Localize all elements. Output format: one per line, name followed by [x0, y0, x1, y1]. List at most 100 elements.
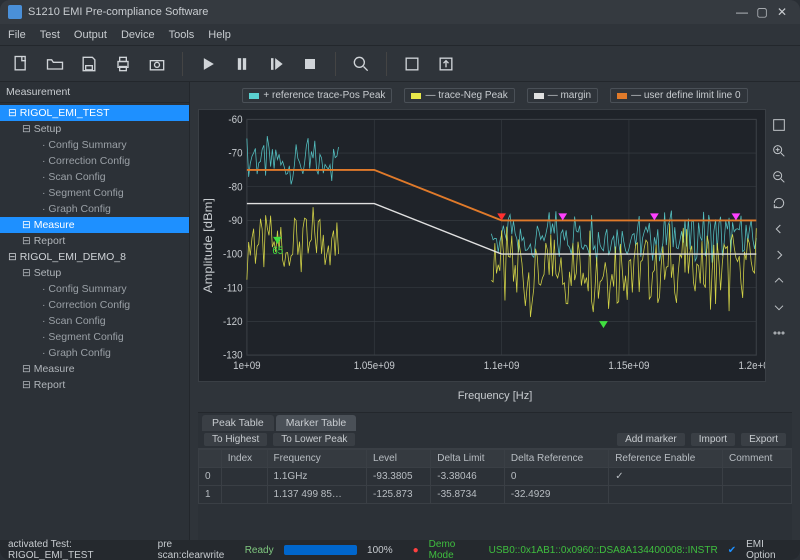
chart-legend: + reference trace-Pos Peak — trace-Neg Pe…: [198, 88, 792, 103]
tree-node[interactable]: · Segment Config: [0, 185, 189, 201]
status-prescan: pre scan:clearwrite: [158, 539, 235, 560]
body: Measurement ⊟ RIGOL_EMI_TEST⊟ Setup· Con…: [0, 82, 800, 540]
tree-node[interactable]: ⊟ Measure: [0, 361, 189, 377]
tree-node[interactable]: · Correction Config: [0, 153, 189, 169]
add-marker-button[interactable]: Add marker: [617, 433, 685, 446]
app-title: S1210 EMI Pre-compliance Software: [28, 6, 208, 18]
tree-node[interactable]: ⊟ Setup: [0, 121, 189, 137]
chart-side-tools: [766, 109, 792, 382]
tree-node[interactable]: ⊟ Measure: [0, 217, 189, 233]
menu-tools[interactable]: Tools: [169, 29, 195, 41]
to-lower-peak-button[interactable]: To Lower Peak: [273, 433, 355, 446]
status-connection: USB0::0x1AB1::0x0960::DSA8A134400008::IN…: [489, 545, 718, 556]
x-axis-label: Frequency [Hz]: [198, 388, 792, 406]
tree-node[interactable]: · Scan Config: [0, 169, 189, 185]
menu-device[interactable]: Device: [121, 29, 155, 41]
minimize-button[interactable]: ―: [732, 5, 752, 19]
svg-text:1.15e+09: 1.15e+09: [608, 361, 649, 372]
svg-text:-60: -60: [228, 115, 242, 126]
stop-icon[interactable]: [297, 51, 323, 77]
export-icon[interactable]: [433, 51, 459, 77]
import-button[interactable]: Import: [691, 433, 735, 446]
status-check-icon: ✔: [728, 545, 736, 556]
svg-text:1e+09: 1e+09: [233, 361, 261, 372]
print-icon[interactable]: [110, 51, 136, 77]
pause-icon[interactable]: [229, 51, 255, 77]
tab-peak-table[interactable]: Peak Table: [202, 415, 274, 431]
tree-node[interactable]: ⊟ Report: [0, 377, 189, 393]
save-icon[interactable]: [76, 51, 102, 77]
table-row[interactable]: 01.1GHz-93.3805-3.380460✓: [199, 468, 792, 486]
bottom-panel: Peak Table Marker Table To Highest To Lo…: [198, 412, 792, 540]
tree-node[interactable]: ⊟ RIGOL_EMI_TEST: [0, 105, 189, 121]
chart-area[interactable]: -130-120-110-100-90-80-70-601e+091.05e+0…: [198, 109, 766, 382]
svg-text:-70: -70: [228, 148, 242, 159]
svg-text:Amplitude [dBm]: Amplitude [dBm]: [202, 198, 215, 293]
arrow-left-icon[interactable]: [769, 219, 789, 239]
search-icon[interactable]: [348, 51, 374, 77]
svg-text:-120: -120: [223, 317, 243, 328]
table-row[interactable]: 11.137 499 85…-125.873-35.8734-32.4929: [199, 486, 792, 504]
titlebar: S1210 EMI Pre-compliance Software ― ▢ ✕: [0, 0, 800, 24]
tree-node[interactable]: ⊟ Report: [0, 233, 189, 249]
menu-file[interactable]: File: [8, 29, 26, 41]
open-icon[interactable]: [42, 51, 68, 77]
chart-svg: -130-120-110-100-90-80-70-601e+091.05e+0…: [199, 110, 765, 381]
status-progress-pct: 100%: [367, 545, 393, 556]
more-icon[interactable]: [769, 323, 789, 343]
refresh-icon[interactable]: [769, 193, 789, 213]
legend-item[interactable]: — margin: [527, 88, 598, 103]
tree-node[interactable]: · Config Summary: [0, 281, 189, 297]
chart-wrap: -130-120-110-100-90-80-70-601e+091.05e+0…: [198, 109, 792, 382]
new-icon[interactable]: [8, 51, 34, 77]
app-icon: [8, 5, 22, 19]
svg-text:-90: -90: [228, 216, 242, 227]
main: + reference trace-Pos Peak — trace-Neg Pe…: [190, 82, 800, 540]
close-button[interactable]: ✕: [772, 5, 792, 19]
bottom-tabs: Peak Table Marker Table: [198, 413, 792, 431]
window-icon[interactable]: [399, 51, 425, 77]
tree-node[interactable]: · Scan Config: [0, 313, 189, 329]
play-icon[interactable]: [195, 51, 221, 77]
zoom-out-icon[interactable]: [769, 167, 789, 187]
bottom-tools: To Highest To Lower Peak Add marker Impo…: [198, 431, 792, 448]
step-icon[interactable]: [263, 51, 289, 77]
status-activated: activated Test: RIGOL_EMI_TEST: [8, 539, 148, 560]
tree: ⊟ RIGOL_EMI_TEST⊟ Setup· Config Summary·…: [0, 103, 189, 540]
statusbar: activated Test: RIGOL_EMI_TEST pre scan:…: [0, 540, 800, 560]
tree-node[interactable]: · Segment Config: [0, 329, 189, 345]
tree-node[interactable]: · Config Summary: [0, 137, 189, 153]
maximize-button[interactable]: ▢: [752, 5, 772, 19]
svg-text:1.2e+09: 1.2e+09: [738, 361, 765, 372]
camera-icon[interactable]: [144, 51, 170, 77]
menu-test[interactable]: Test: [40, 29, 60, 41]
menu-help[interactable]: Help: [208, 29, 231, 41]
arrow-up-icon[interactable]: [769, 271, 789, 291]
legend-item[interactable]: — user define limit line 0: [610, 88, 748, 103]
svg-text:1.05e+09: 1.05e+09: [354, 361, 395, 372]
menubar: File Test Output Device Tools Help: [0, 24, 800, 46]
svg-text:-80: -80: [228, 182, 242, 193]
zoom-in-icon[interactable]: [769, 141, 789, 161]
menu-output[interactable]: Output: [74, 29, 107, 41]
arrow-down-icon[interactable]: [769, 297, 789, 317]
tree-node[interactable]: ⊟ Setup: [0, 265, 189, 281]
status-emi: EMI Option: [746, 539, 792, 560]
status-progress-bar: [284, 545, 357, 555]
to-highest-button[interactable]: To Highest: [204, 433, 267, 446]
export-button[interactable]: Export: [741, 433, 786, 446]
svg-text:-110: -110: [224, 283, 243, 294]
status-ready: Ready: [245, 545, 274, 556]
tree-node[interactable]: · Graph Config: [0, 201, 189, 217]
tree-node[interactable]: · Graph Config: [0, 345, 189, 361]
tab-marker-table[interactable]: Marker Table: [276, 415, 357, 431]
app-window: S1210 EMI Pre-compliance Software ― ▢ ✕ …: [0, 0, 800, 560]
svg-text:1.1e+09: 1.1e+09: [484, 361, 520, 372]
arrow-right-icon[interactable]: [769, 245, 789, 265]
tree-node[interactable]: · Correction Config: [0, 297, 189, 313]
legend-item[interactable]: — trace-Neg Peak: [404, 88, 514, 103]
tree-node[interactable]: ⊟ RIGOL_EMI_DEMO_8: [0, 249, 189, 265]
legend-item[interactable]: + reference trace-Pos Peak: [242, 88, 392, 103]
status-demo: Demo Mode: [429, 539, 479, 560]
fit-icon[interactable]: [769, 115, 789, 135]
